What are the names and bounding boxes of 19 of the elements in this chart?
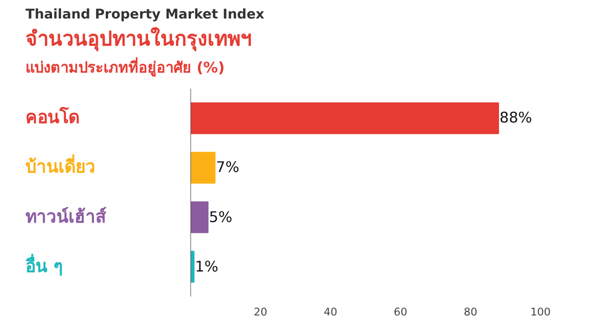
x-tick-label: 80 <box>464 306 478 318</box>
bar <box>190 102 499 134</box>
y-tick-label: คอนโด <box>26 106 80 128</box>
bar <box>190 152 216 184</box>
x-tick-label: 20 <box>254 306 268 318</box>
data-label: 7% <box>216 159 240 176</box>
y-tick-label: อื่น ๆ <box>26 252 63 277</box>
data-label: 1% <box>195 258 218 276</box>
x-tick-label: 40 <box>324 306 338 318</box>
data-label: 5% <box>209 208 232 226</box>
x-tick-label: 60 <box>394 306 408 318</box>
data-label: 88% <box>500 110 532 127</box>
y-tick-label: บ้านเดี่ยว <box>26 154 96 178</box>
y-tick-label: ทาวน์เฮ้าส์ <box>26 206 106 228</box>
chart-title: จำนวนอุปทานในกรุงเทพฯ <box>26 26 252 52</box>
text: Thailand Property Market Index <box>26 8 265 22</box>
bar <box>190 201 208 234</box>
x-tick-label: 100 <box>530 306 551 318</box>
chart-subtitle: แบ่งตามประเภทที่อยู่อาศัย (%) <box>26 56 225 78</box>
